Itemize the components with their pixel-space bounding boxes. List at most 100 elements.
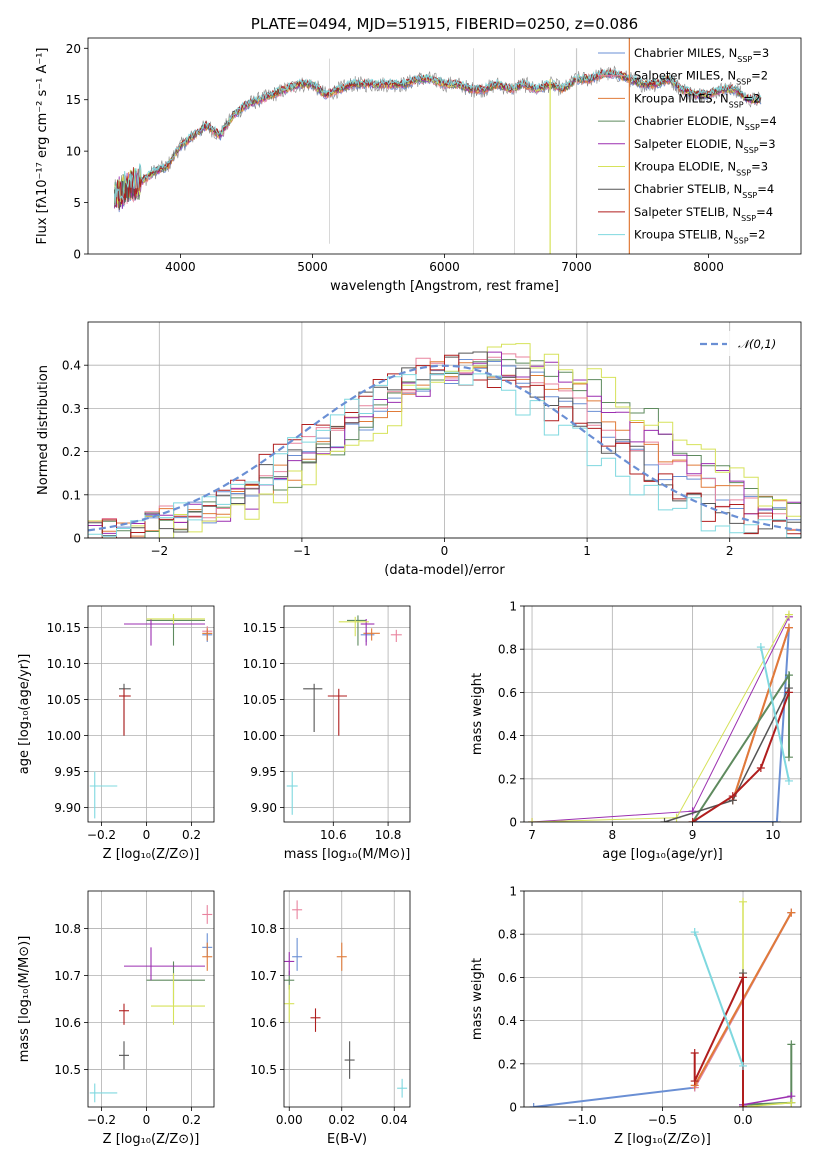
normal-curve bbox=[88, 364, 801, 532]
weight-marker bbox=[784, 753, 793, 762]
legend-ssp: SSP bbox=[729, 100, 744, 109]
x-tick-label: −2 bbox=[150, 544, 168, 558]
axes-frame bbox=[283, 890, 411, 1108]
y-tick-label: 20 bbox=[66, 42, 81, 56]
axes-frame bbox=[283, 605, 411, 823]
x-tick-label: 8 bbox=[608, 828, 616, 842]
y-tick-label: 10.00 bbox=[47, 729, 81, 743]
x-axis-label: Z [log₁₀(Z/Z⊙)] bbox=[614, 1132, 711, 1147]
data-point bbox=[360, 619, 375, 646]
y-tick-label: 1 bbox=[509, 885, 517, 899]
legend-label: Chabrier ELODIE bbox=[634, 114, 729, 128]
y-tick-label: 0.8 bbox=[498, 643, 517, 657]
legend-ssp: SSP bbox=[741, 213, 756, 222]
data-point bbox=[336, 942, 347, 971]
x-tick-label: 0.00 bbox=[276, 1113, 303, 1127]
weight-marker bbox=[787, 908, 796, 917]
plot-area-age-mass bbox=[286, 615, 402, 815]
y-tick-label: 10.7 bbox=[54, 969, 81, 983]
weight-marker bbox=[739, 973, 748, 982]
data-point bbox=[338, 616, 369, 637]
x-tick-label: 10 bbox=[765, 828, 780, 842]
y-tick-label: 0.6 bbox=[498, 686, 517, 700]
y-axis-label: Flux [fλ10⁻¹⁷ erg cm⁻² s⁻¹ A⁻¹] bbox=[35, 48, 50, 245]
data-point bbox=[202, 942, 213, 971]
x-axis-label: E(B-V) bbox=[327, 1132, 367, 1147]
x-tick-label: 10.6 bbox=[320, 828, 347, 842]
y-tick-label: 10.10 bbox=[243, 657, 277, 671]
x-axis-label: wavelength [Angstrom, rest frame] bbox=[330, 279, 559, 294]
x-tick-label: 7000 bbox=[561, 260, 592, 274]
weight-line bbox=[696, 627, 790, 822]
y-tick-label: 9.90 bbox=[54, 801, 81, 815]
legend-ssp: SSP bbox=[742, 191, 757, 200]
axes-weight-age: 7 8 9 10 0 0.2 0.4 0.6 0.8 1 age [log₁₀(age/yr)] ma… bbox=[470, 600, 802, 862]
legend-count-value: 3 bbox=[768, 137, 775, 151]
x-tick-label: 8000 bbox=[693, 260, 724, 274]
data-point bbox=[146, 961, 205, 1004]
y-tick-label: 10.6 bbox=[250, 1016, 277, 1030]
legend-entry: Salpeter MILES, NSSP=2 bbox=[634, 69, 768, 87]
x-tick-label: 10.8 bbox=[375, 828, 402, 842]
weight-line bbox=[693, 976, 744, 1107]
legend-count: = bbox=[752, 46, 762, 60]
legend: 𝒩(0,1) bbox=[690, 331, 794, 356]
legend-count-value: 2 bbox=[758, 228, 765, 242]
legend-count-value: 4 bbox=[769, 114, 776, 128]
chart-title: PLATE=0494, MJD=51915, FIBERID=0250, z=0… bbox=[251, 15, 638, 33]
weight-marker bbox=[787, 1098, 796, 1107]
y-tick-label: 0.2 bbox=[498, 772, 517, 786]
y-tick-label: 0.2 bbox=[498, 1057, 517, 1071]
x-tick-label: 0 bbox=[441, 544, 449, 558]
legend-n: , N bbox=[720, 160, 736, 174]
data-point bbox=[360, 629, 375, 642]
data-point bbox=[119, 683, 131, 736]
data-point bbox=[284, 984, 295, 1023]
axes-mass-Z: −0.2 0 0.2 10.5 10.6 10.7 10.8 Z [log₁₀(Z/Z⊙)] m… bbox=[17, 890, 215, 1147]
x-tick-label: 1 bbox=[583, 544, 591, 558]
x-tick-label: 4000 bbox=[165, 260, 196, 274]
weight-marker bbox=[784, 610, 793, 619]
y-tick-label: 10.05 bbox=[243, 693, 277, 707]
x-tick-label: −0.2 bbox=[87, 828, 116, 842]
weight-marker bbox=[784, 688, 793, 697]
y-tick-label: 9.95 bbox=[54, 765, 81, 779]
y-tick-label: 10.8 bbox=[250, 922, 277, 936]
y-tick-label: 10.15 bbox=[47, 621, 81, 635]
y-tick-label: 0.8 bbox=[498, 928, 517, 942]
y-tick-label: 10.6 bbox=[54, 1016, 81, 1030]
weight-line bbox=[742, 1095, 792, 1106]
data-point bbox=[124, 947, 205, 981]
y-tick-label: 10.10 bbox=[47, 657, 81, 671]
plot-area-age-Z bbox=[89, 613, 213, 819]
data-point bbox=[284, 952, 295, 976]
weight-marker bbox=[690, 928, 699, 937]
data-point bbox=[347, 615, 367, 646]
x-axis-label: Z [log₁₀(Z/Z⊙)] bbox=[103, 847, 200, 862]
legend-label: Salpeter STELIB bbox=[634, 205, 725, 219]
y-tick-label: 0.1 bbox=[62, 488, 81, 502]
data-point bbox=[344, 1041, 355, 1079]
y-tick-label: 10.7 bbox=[250, 969, 277, 983]
x-tick-label: −1 bbox=[293, 544, 311, 558]
weight-marker bbox=[739, 897, 748, 906]
y-axis-label: Normed distribution bbox=[36, 365, 51, 495]
x-tick-label: −0.5 bbox=[648, 1113, 677, 1127]
legend-n: , N bbox=[728, 137, 744, 151]
weight-line bbox=[759, 646, 790, 782]
weight-line bbox=[693, 931, 744, 1067]
legend-entry: Salpeter STELIB, NSSP=4 bbox=[634, 205, 773, 223]
legend-label: Kroupa STELIB bbox=[634, 228, 718, 242]
axes-age-Z: −0.2 0 0.2 9.90 9.95 10.00 10.05 10.10 10.15 Z [l… bbox=[17, 605, 215, 862]
data-point bbox=[286, 771, 298, 815]
y-axis-label: mass weight bbox=[470, 673, 485, 755]
x-tick-label: 0.0 bbox=[733, 1113, 752, 1127]
legend-label: Chabrier MILES bbox=[634, 46, 721, 60]
y-tick-label: 0 bbox=[509, 1101, 517, 1115]
y-tick-label: 10.5 bbox=[250, 1063, 277, 1077]
x-axis-label: mass [log₁₀(M/M⊙)] bbox=[284, 847, 411, 862]
legend-entry: Chabrier ELODIE, NSSP=4 bbox=[634, 114, 777, 132]
data-point bbox=[390, 629, 402, 642]
axes-frame bbox=[87, 890, 215, 1108]
y-tick-label: 0.4 bbox=[62, 359, 81, 373]
